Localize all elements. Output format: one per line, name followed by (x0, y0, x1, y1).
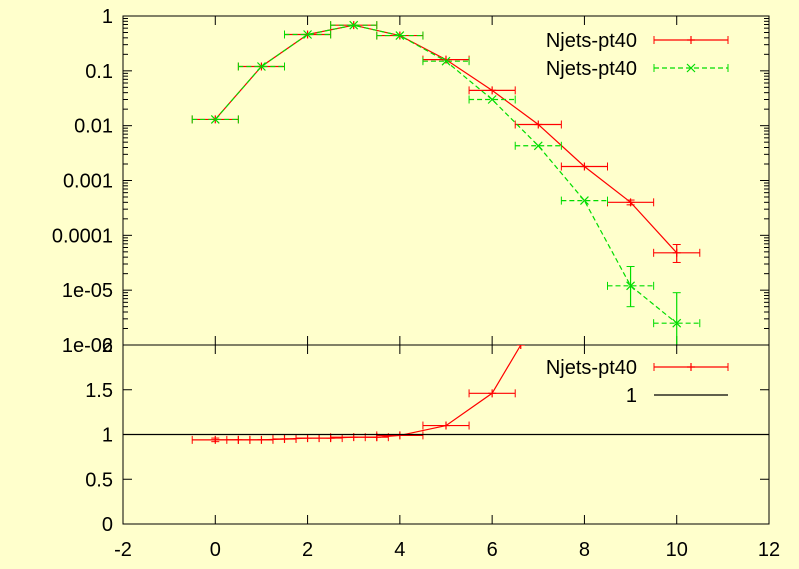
main-y-tick-label: 1e-06 (62, 335, 113, 357)
main-y-tick-label: 1 (102, 6, 113, 28)
data-point-marker (234, 435, 243, 444)
data-point-marker (257, 435, 266, 444)
data-point-marker (626, 198, 635, 207)
data-point-marker (488, 86, 497, 95)
data-point-marker (257, 62, 266, 71)
data-point-marker (303, 30, 312, 39)
data-point-marker (395, 31, 405, 40)
data-point-marker (442, 421, 450, 430)
series-main-1-group (191, 20, 701, 345)
data-point-marker (672, 318, 682, 328)
ratio-legend-label: 1 (626, 385, 637, 407)
x-tick-label: 6 (487, 539, 498, 561)
data-point-marker (580, 162, 589, 171)
ratio-y-tick-label: 1 (102, 425, 113, 447)
main-legend-marker (686, 63, 696, 73)
data-point-marker (395, 431, 404, 440)
main-legend-label: Njets-pt40 (546, 58, 637, 80)
x-tick-label: 2 (302, 539, 313, 561)
ratio-y-tick-label: 1.5 (85, 380, 113, 402)
ratio-legend-marker (687, 363, 695, 371)
ratio-y-tick-label: 2 (102, 335, 113, 357)
data-point-marker (580, 196, 589, 206)
data-point-marker (441, 56, 451, 66)
ratio-y-tick-label: 0 (102, 514, 113, 536)
main-y-tick-label: 0.001 (63, 171, 113, 193)
main-legend-label: Njets-pt40 (546, 30, 637, 52)
data-point-marker (533, 141, 543, 151)
ratio-legend-label: Njets-pt40 (546, 357, 637, 379)
data-point-marker (626, 281, 635, 291)
main-plot-frame (122, 15, 770, 346)
x-tick-label: 12 (758, 539, 780, 561)
data-point-marker (210, 114, 220, 124)
data-point-marker (211, 435, 220, 444)
main-y-tick-label: 0.0001 (52, 225, 113, 247)
data-point-marker (534, 120, 543, 129)
data-point-marker (349, 20, 359, 30)
main-y-tick-label: 1e-05 (62, 280, 113, 302)
data-point-marker (488, 389, 497, 398)
main-y-tick-label: 0.01 (74, 116, 113, 138)
data-point-marker (303, 434, 312, 443)
x-tick-label: -2 (114, 539, 132, 561)
data-point-marker (487, 95, 497, 104)
data-point-marker (516, 345, 525, 349)
main-y-tick-label: 0.1 (85, 61, 113, 83)
x-tick-label: 10 (666, 539, 688, 561)
x-tick-label: 0 (210, 539, 221, 561)
x-tick-label: 4 (394, 539, 405, 561)
main-legend-marker (687, 36, 695, 44)
data-point-marker (280, 434, 289, 443)
main-panel: 1 0.1 0.01 0.001 0.0001 1e-05 1e-06 Njets-pt40 N… (52, 6, 770, 357)
ratio-y-tick-label: 0.5 (85, 469, 113, 491)
x-tick-label: 8 (579, 539, 590, 561)
data-point-marker (672, 248, 681, 257)
data-point-marker (442, 55, 450, 64)
series-ratio-0-group (191, 345, 525, 444)
series-line (215, 345, 522, 441)
